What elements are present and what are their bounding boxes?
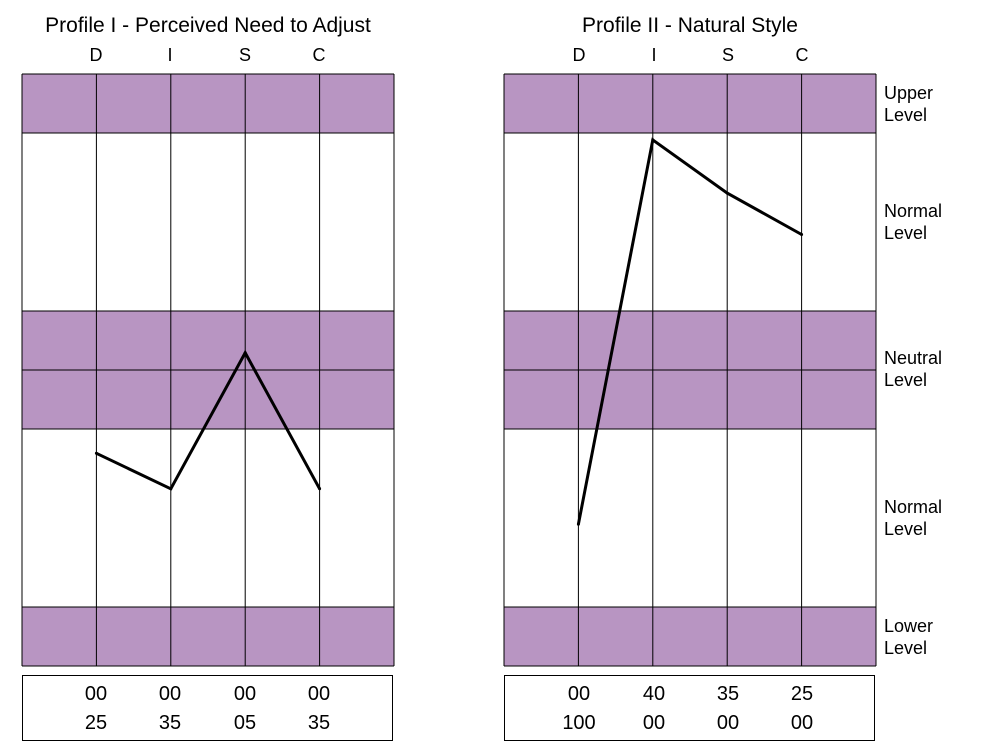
profile-2-point-d bbox=[576, 522, 580, 526]
profile-1-point-c bbox=[318, 487, 322, 491]
profile-1-score-d-row2: 25 bbox=[84, 712, 108, 734]
profile-1-series-line bbox=[95, 349, 321, 491]
lower-level-label: Lower Level bbox=[884, 616, 934, 658]
profile-2-col-i: I bbox=[651, 45, 657, 65]
normal-level-label-bottom: Normal Level bbox=[884, 497, 943, 539]
profile-1-band-3 bbox=[22, 607, 394, 666]
profile-1-score-s-row2: 05 bbox=[233, 712, 257, 734]
profile-2-band-3 bbox=[504, 607, 876, 666]
neutral-level-label: Neutral Level bbox=[884, 348, 943, 390]
profile-1-band-0 bbox=[22, 74, 394, 133]
profile-1-col-d: D bbox=[89, 45, 103, 65]
profile-2-score-box bbox=[504, 675, 875, 741]
profile-2-title: Profile II - Natural Style bbox=[582, 14, 798, 37]
profile-2-point-c bbox=[800, 233, 804, 237]
profile-2-band-0 bbox=[504, 74, 876, 133]
profile-1-col-s: S bbox=[238, 45, 251, 65]
normal-level-label-top: Normal Level bbox=[884, 201, 943, 243]
profile-2-point-s bbox=[725, 191, 729, 195]
profile-2-series-line bbox=[576, 137, 803, 525]
profile-1-score-c-row1: 00 bbox=[307, 683, 331, 705]
profile-1-score-d-row1: 00 bbox=[84, 683, 108, 705]
profile-1-score-c-row2: 35 bbox=[307, 712, 331, 734]
profile-2-point-i bbox=[651, 138, 655, 142]
profile-2-col-c: C bbox=[795, 45, 809, 65]
profile-2-score-i-row1: 40 bbox=[642, 683, 666, 705]
profile-1-score-s-row1: 00 bbox=[233, 683, 257, 705]
upper-level-label: Upper Level bbox=[884, 83, 934, 125]
profile-1-point-s bbox=[243, 351, 247, 355]
profile-2-score-d-row1: 00 bbox=[567, 683, 591, 705]
profile-1-point-d bbox=[94, 451, 98, 455]
profile-1-col-i: I bbox=[167, 45, 173, 65]
profile-1-score-i-row2: 35 bbox=[158, 712, 182, 734]
profile-2-score-s-row1: 35 bbox=[716, 683, 740, 705]
profile-1-score-i-row1: 00 bbox=[158, 683, 182, 705]
profile-2-score-c-row2: 00 bbox=[790, 712, 814, 734]
profile-2-col-s: S bbox=[721, 45, 734, 65]
profile-1-band-1 bbox=[22, 311, 394, 370]
profile-2-band-2 bbox=[504, 370, 876, 429]
profile-2-col-d: D bbox=[572, 45, 586, 65]
profile-1-point-i bbox=[169, 487, 173, 491]
profile-1-title: Profile I - Perceived Need to Adjust bbox=[45, 14, 371, 37]
profile-2-score-s-row2: 00 bbox=[716, 712, 740, 734]
profile-1-score-box bbox=[22, 675, 393, 741]
profile-2-band-1 bbox=[504, 311, 876, 370]
profile-2-score-d-row2: 100 bbox=[562, 712, 596, 734]
profile-2-score-i-row2: 00 bbox=[642, 712, 666, 734]
profile-2-score-c-row1: 25 bbox=[790, 683, 814, 705]
profile-1-col-c: C bbox=[312, 45, 326, 65]
